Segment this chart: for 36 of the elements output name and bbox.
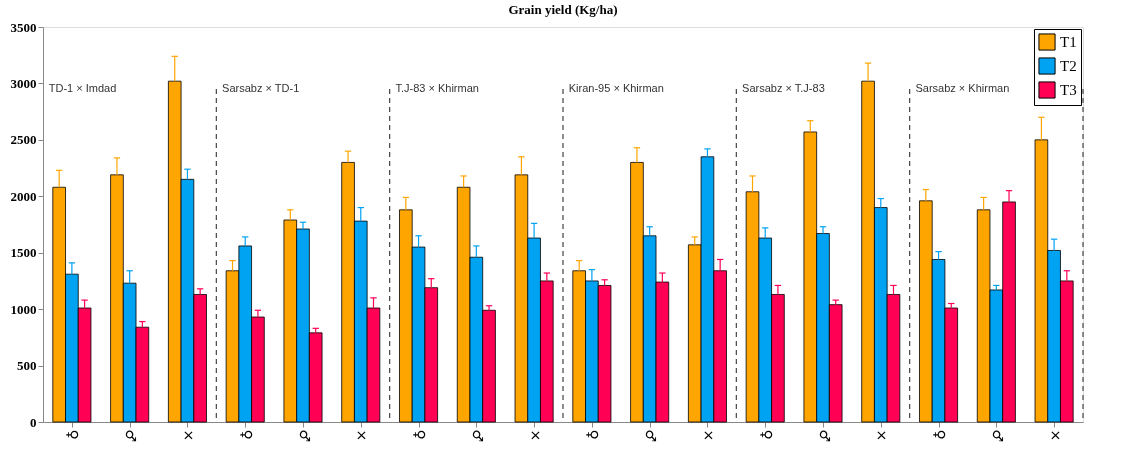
x-tick-label: ♀	[412, 429, 429, 440]
y-tick-label: 0	[30, 414, 37, 430]
y-tick-label: 3500	[10, 19, 37, 35]
x-tick-label: ♀	[65, 429, 82, 440]
x-tick-label: ×	[1047, 429, 1064, 442]
x-tick-label: ×	[180, 429, 197, 442]
x-tick-label: ♂	[816, 429, 833, 443]
y-tick-label: 1500	[10, 245, 37, 261]
annotation: T.J-83 × Khirman	[395, 82, 479, 94]
annotation: Sarsabz × Khirman	[915, 82, 1010, 94]
annotation: TD-1 × Imdad	[48, 82, 117, 94]
x-tick-label: ♂	[643, 429, 660, 443]
x-tick-label: ♀	[758, 429, 775, 440]
annotation: Sarsabz × TD-1	[222, 82, 300, 94]
x-tick-label: ×	[700, 429, 717, 442]
x-tick-label: ♀	[238, 429, 255, 440]
x-tick-label: ♂	[296, 429, 313, 443]
x-tick-label: ♂	[123, 429, 140, 443]
annotation: Kiran-95 × Khirman	[568, 82, 664, 94]
y-tick-label: 1000	[10, 301, 37, 317]
y-tick-label: 3000	[10, 75, 37, 91]
x-tick-label: ♀	[932, 429, 949, 440]
chart-title: Grain yield (Kg/ha)	[508, 2, 618, 17]
x-tick-label: ×	[874, 429, 891, 442]
y-tick-label: 2000	[10, 188, 37, 204]
x-tick-label: ×	[527, 429, 544, 442]
legend-label: T2	[1060, 58, 1077, 74]
legend-label: T3	[1060, 82, 1077, 98]
x-tick-label: ♀	[585, 429, 602, 440]
y-tick-label: 2500	[10, 132, 37, 148]
annotation: Sarsabz × T.J-83	[742, 82, 825, 94]
legend-label: T1	[1060, 34, 1077, 50]
x-tick-label: ♂	[469, 429, 486, 443]
y-tick-label: 500	[17, 358, 37, 374]
x-tick-label: ♂	[989, 429, 1006, 443]
x-tick-label: ×	[354, 429, 371, 442]
